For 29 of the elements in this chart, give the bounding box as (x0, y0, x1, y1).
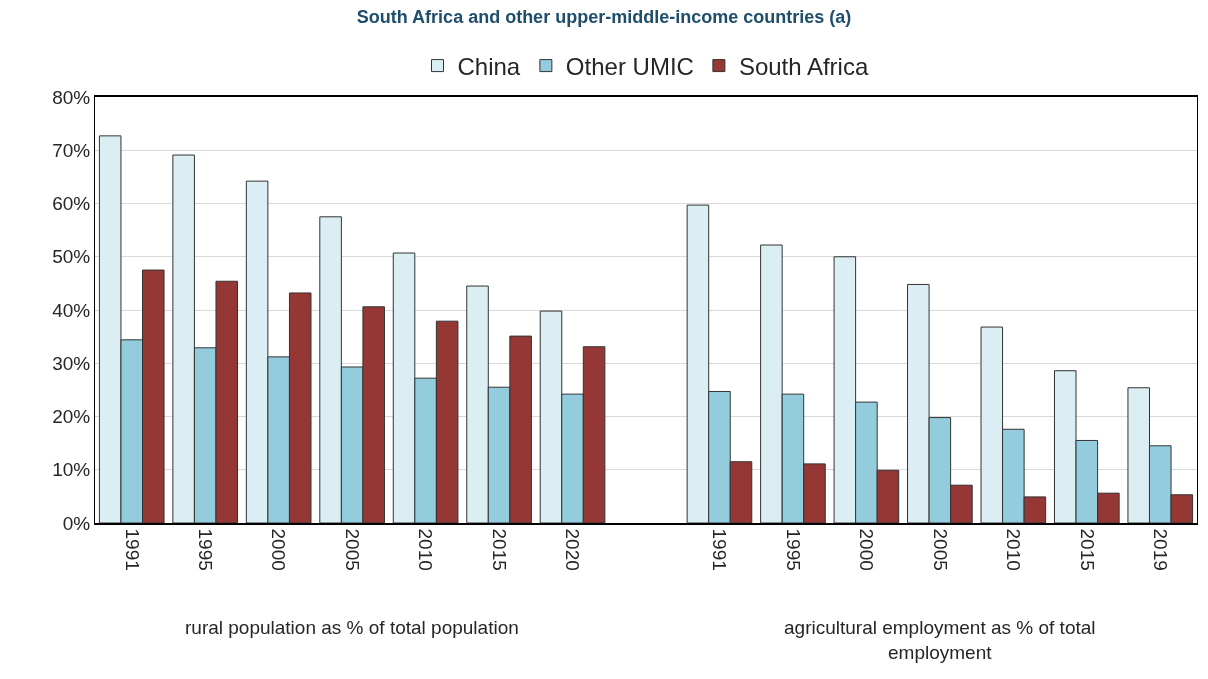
x-tick-label: 2010 (1003, 528, 1025, 571)
y-tick-label: 80% (52, 86, 91, 108)
y-tick-label: 70% (52, 139, 91, 161)
chart-title: South Africa and other upper-middle-income countries (a) (356, 6, 852, 27)
text: agricultural employment as % of total employment (784, 617, 1096, 663)
x-tick-label: 2015 (1076, 528, 1098, 571)
y-tick-label: 0% (62, 512, 91, 534)
x-tick-label: 1995 (782, 528, 804, 571)
x-tick-label: 2020 (562, 528, 584, 571)
x-tick-label: 2015 (488, 528, 510, 571)
x-tick-label: 2005 (929, 528, 951, 571)
y-tick-label: 40% (52, 299, 91, 321)
x-tick-label: 2000 (856, 528, 878, 571)
legend-label: China (457, 52, 521, 80)
legend-label: Other UMIC (565, 52, 694, 80)
x-tick-label: 2010 (415, 528, 437, 571)
y-tick-label: 20% (52, 406, 91, 428)
text: rural population as % of total population (185, 617, 519, 638)
x-tick-label: 2005 (341, 528, 363, 571)
y-tick-label: 10% (52, 459, 91, 481)
x-tick-label: 1991 (121, 528, 143, 571)
y-tick-label: 30% (52, 352, 91, 374)
x-tick-label: 1991 (709, 528, 731, 571)
y-tick-label: 60% (52, 193, 91, 215)
x-tick-label: 2000 (268, 528, 290, 571)
x-tick-label: 2019 (1150, 528, 1172, 571)
legend-label: South Africa (738, 52, 869, 80)
x-tick-label: 1995 (195, 528, 217, 571)
y-tick-label: 50% (52, 246, 91, 268)
